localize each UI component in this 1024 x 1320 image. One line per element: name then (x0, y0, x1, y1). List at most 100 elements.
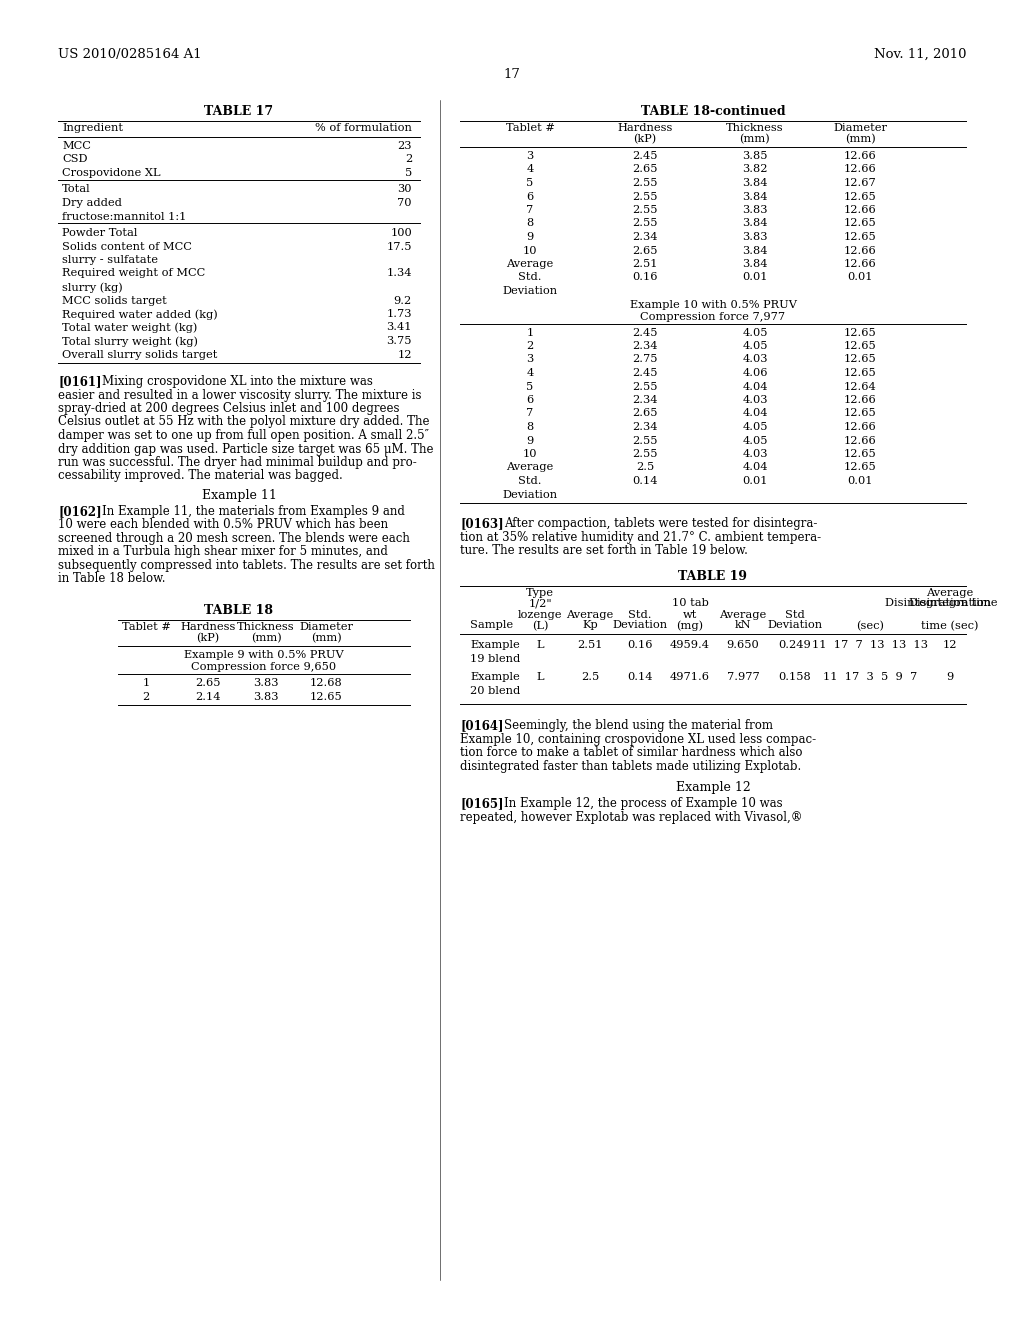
Text: 12.67: 12.67 (844, 178, 877, 187)
Text: 70: 70 (397, 198, 412, 209)
Text: 5: 5 (526, 178, 534, 187)
Text: spray-dried at 200 degrees Celsius inlet and 100 degrees: spray-dried at 200 degrees Celsius inlet… (58, 403, 399, 414)
Text: L: L (537, 672, 544, 681)
Text: Crospovidone XL: Crospovidone XL (62, 168, 161, 178)
Text: 2.65: 2.65 (196, 678, 221, 688)
Text: Solids content of MCC: Solids content of MCC (62, 242, 191, 252)
Text: 3.85: 3.85 (742, 150, 768, 161)
Text: 7: 7 (526, 408, 534, 418)
Text: 10: 10 (522, 246, 538, 256)
Text: 2.5: 2.5 (581, 672, 599, 681)
Text: Dry added: Dry added (62, 198, 122, 209)
Text: 6: 6 (526, 395, 534, 405)
Text: 4: 4 (526, 165, 534, 174)
Text: 3: 3 (526, 150, 534, 161)
Text: 12.65: 12.65 (844, 191, 877, 202)
Text: 8: 8 (526, 219, 534, 228)
Text: 4.04: 4.04 (742, 462, 768, 473)
Text: 2.55: 2.55 (632, 436, 657, 446)
Text: Average: Average (566, 610, 613, 619)
Text: 20 blend: 20 blend (470, 685, 520, 696)
Text: ture. The results are set forth in Table 19 below.: ture. The results are set forth in Table… (460, 544, 748, 557)
Text: subsequently compressed into tablets. The results are set forth: subsequently compressed into tablets. Th… (58, 558, 435, 572)
Text: 0.16: 0.16 (628, 639, 652, 649)
Text: In Example 11, the materials from Examples 9 and: In Example 11, the materials from Exampl… (102, 506, 404, 517)
Text: Powder Total: Powder Total (62, 228, 137, 238)
Text: 12.66: 12.66 (844, 422, 877, 432)
Text: 5: 5 (526, 381, 534, 392)
Text: 9: 9 (526, 436, 534, 446)
Text: 2.34: 2.34 (632, 395, 657, 405)
Text: 12.65: 12.65 (844, 355, 877, 364)
Text: [0161]: [0161] (58, 375, 101, 388)
Text: 0.16: 0.16 (632, 272, 657, 282)
Text: 12.66: 12.66 (844, 259, 877, 269)
Text: After compaction, tablets were tested for disintegra-: After compaction, tablets were tested fo… (504, 517, 817, 531)
Text: 4.04: 4.04 (742, 408, 768, 418)
Text: 0.01: 0.01 (847, 272, 872, 282)
Text: Diameter: Diameter (833, 123, 887, 133)
Text: 1: 1 (142, 678, 150, 688)
Text: kN: kN (734, 620, 752, 631)
Text: MCC solids target: MCC solids target (62, 296, 167, 305)
Text: 12.65: 12.65 (309, 692, 342, 701)
Text: 2.51: 2.51 (578, 639, 603, 649)
Text: Std.: Std. (518, 477, 542, 486)
Text: 12.65: 12.65 (844, 462, 877, 473)
Text: (mm): (mm) (845, 135, 876, 144)
Text: 1/2": 1/2" (528, 598, 552, 609)
Text: Compression force 9,650: Compression force 9,650 (191, 663, 337, 672)
Text: 2.34: 2.34 (632, 422, 657, 432)
Text: 9: 9 (946, 672, 953, 681)
Text: 12.65: 12.65 (844, 341, 877, 351)
Text: Example 10, containing crospovidone XL used less compac-: Example 10, containing crospovidone XL u… (460, 733, 816, 746)
Text: 2.55: 2.55 (632, 219, 657, 228)
Text: dry addition gap was used. Particle size target was 65 μM. The: dry addition gap was used. Particle size… (58, 442, 433, 455)
Text: [0165]: [0165] (460, 797, 504, 810)
Text: 2.14: 2.14 (196, 692, 221, 701)
Text: 2: 2 (142, 692, 150, 701)
Text: in Table 18 below.: in Table 18 below. (58, 573, 166, 586)
Text: 12.66: 12.66 (844, 436, 877, 446)
Text: 3.83: 3.83 (742, 232, 768, 242)
Text: 12.65: 12.65 (844, 368, 877, 378)
Text: 1.73: 1.73 (386, 309, 412, 319)
Text: 3.82: 3.82 (742, 165, 768, 174)
Text: screened through a 20 mesh screen. The blends were each: screened through a 20 mesh screen. The b… (58, 532, 410, 545)
Text: damper was set to one up from full open position. A small 2.5″: damper was set to one up from full open … (58, 429, 429, 442)
Text: time (sec): time (sec) (922, 620, 979, 631)
Text: Average: Average (507, 259, 554, 269)
Text: Thickness: Thickness (726, 123, 783, 133)
Text: 3.83: 3.83 (253, 692, 279, 701)
Text: Deviation: Deviation (503, 286, 557, 296)
Text: 2.55: 2.55 (632, 381, 657, 392)
Text: 12.66: 12.66 (844, 150, 877, 161)
Text: Average: Average (927, 587, 974, 598)
Text: Tablet #: Tablet # (122, 622, 170, 632)
Text: 12.66: 12.66 (844, 165, 877, 174)
Text: (mg): (mg) (677, 620, 703, 631)
Text: 10 were each blended with 0.5% PRUV which has been: 10 were each blended with 0.5% PRUV whic… (58, 519, 388, 532)
Text: Deviation: Deviation (503, 490, 557, 499)
Text: (kP): (kP) (197, 634, 219, 643)
Text: Example 10 with 0.5% PRUV: Example 10 with 0.5% PRUV (630, 300, 797, 309)
Text: Kp: Kp (582, 620, 598, 631)
Text: Std: Std (785, 610, 805, 619)
Text: slurry (kg): slurry (kg) (62, 282, 123, 293)
Text: disintegrated faster than tablets made utilizing Explotab.: disintegrated faster than tablets made u… (460, 760, 801, 774)
Text: 9: 9 (526, 232, 534, 242)
Text: 4.03: 4.03 (742, 395, 768, 405)
Text: 0.158: 0.158 (778, 672, 811, 681)
Text: Overall slurry solids target: Overall slurry solids target (62, 350, 217, 359)
Text: L: L (537, 639, 544, 649)
Text: 4: 4 (526, 368, 534, 378)
Text: 4959.4: 4959.4 (670, 639, 710, 649)
Text: US 2010/0285164 A1: US 2010/0285164 A1 (58, 48, 202, 61)
Text: [0163]: [0163] (460, 517, 504, 531)
Text: tion at 35% relative humidity and 21.7° C. ambient tempera-: tion at 35% relative humidity and 21.7° … (460, 531, 821, 544)
Text: 2.34: 2.34 (632, 341, 657, 351)
Text: Total slurry weight (kg): Total slurry weight (kg) (62, 337, 198, 347)
Text: 10 tab: 10 tab (672, 598, 709, 609)
Text: 2.55: 2.55 (632, 178, 657, 187)
Text: Example: Example (470, 639, 520, 649)
